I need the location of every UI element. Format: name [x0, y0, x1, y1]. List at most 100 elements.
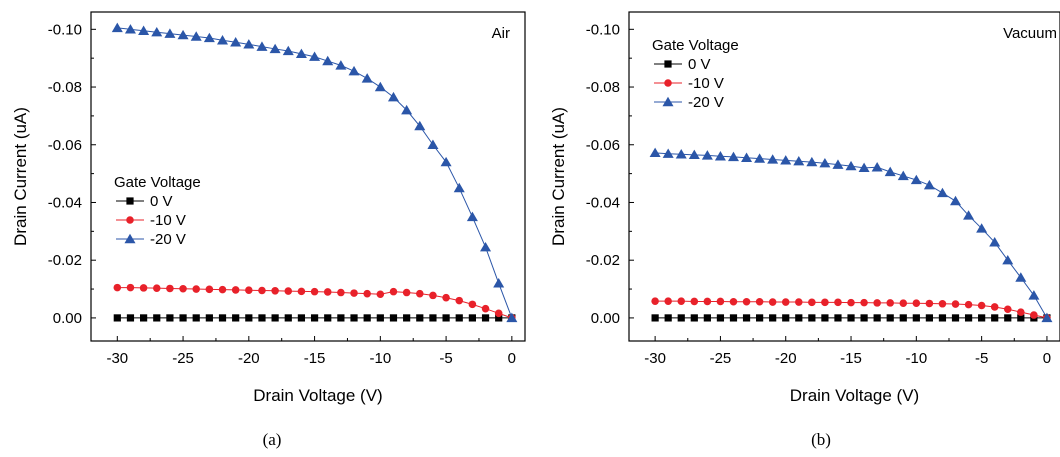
data-point — [727, 151, 739, 162]
legend-marker — [664, 60, 672, 68]
data-point — [964, 300, 973, 309]
y-tick-label: -0.06 — [48, 137, 82, 154]
data-point — [938, 314, 947, 322]
series-20v-v — [649, 147, 1053, 323]
data-point — [834, 298, 842, 307]
data-point — [205, 285, 214, 294]
x-tick-label: -15 — [304, 350, 326, 367]
data-point — [769, 314, 777, 322]
data-point — [677, 297, 686, 305]
data-point — [455, 296, 464, 305]
data-point — [806, 156, 818, 167]
x-tick-label: 0 — [508, 350, 516, 367]
x-axis-label: Drain Voltage (V) — [253, 386, 382, 405]
data-point — [936, 187, 948, 198]
data-point — [845, 160, 857, 171]
data-point — [963, 210, 975, 220]
data-point — [271, 287, 279, 295]
data-point — [363, 314, 371, 322]
data-point — [455, 314, 463, 322]
data-point — [295, 48, 307, 59]
data-point — [782, 314, 790, 322]
x-tick-label: -20 — [238, 350, 260, 367]
data-point — [256, 41, 268, 51]
data-point — [416, 314, 424, 322]
data-point — [258, 314, 266, 322]
data-point — [402, 288, 411, 297]
data-point — [1030, 311, 1038, 319]
data-point — [166, 314, 174, 322]
legend-marker — [126, 197, 134, 205]
data-point — [177, 29, 189, 40]
data-point — [245, 286, 253, 294]
data-point — [218, 285, 227, 294]
data-point — [989, 237, 1001, 247]
data-point — [977, 301, 986, 310]
data-point — [703, 314, 711, 322]
data-point — [138, 25, 150, 35]
legend-label: -20 V — [688, 94, 724, 111]
data-point — [834, 314, 842, 322]
y-tick-label: -0.10 — [48, 21, 82, 38]
data-point — [1015, 272, 1027, 282]
panel-caption: (a) — [263, 430, 282, 449]
data-point — [847, 298, 855, 307]
data-point — [113, 314, 121, 322]
y-tick-label: -0.10 — [586, 21, 620, 38]
data-point — [990, 303, 999, 311]
data-point — [768, 298, 777, 306]
data-point — [742, 297, 751, 306]
data-point — [389, 287, 398, 296]
data-point — [976, 223, 988, 233]
data-point — [795, 314, 803, 322]
data-point — [337, 314, 345, 322]
data-point — [923, 179, 935, 190]
data-point — [754, 153, 766, 163]
legend-marker — [126, 216, 134, 224]
data-point — [860, 298, 868, 307]
data-point — [113, 283, 122, 292]
data-point — [690, 297, 699, 306]
panel-caption: (b) — [811, 430, 831, 449]
data-point — [755, 297, 764, 306]
data-point — [481, 314, 490, 322]
legend-label: -10 V — [150, 212, 186, 229]
chart-panel-a: -30 -25 -20 -15 -10 -5 0 0.00 -0.02 -0.04 -0.06 -0.… — [11, 11, 526, 449]
legend-marker — [124, 233, 136, 244]
x-tick-label: -10 — [369, 350, 391, 367]
data-point — [795, 298, 803, 306]
plot-frame — [90, 11, 526, 342]
x-tick-label: -25 — [172, 350, 194, 367]
data-point — [230, 37, 242, 47]
y-tick-label: 0.00 — [53, 310, 82, 327]
data-point — [284, 314, 292, 322]
x-tick-label: 0 — [1043, 350, 1051, 367]
data-point — [494, 309, 503, 318]
data-point — [873, 314, 881, 322]
data-point — [1041, 312, 1053, 323]
legend-title: Gate Voltage — [114, 174, 201, 191]
data-point — [899, 314, 907, 322]
data-point — [466, 211, 478, 222]
x-tick-label: -5 — [439, 350, 452, 367]
data-point — [217, 35, 229, 45]
data-point — [297, 314, 306, 322]
plot-annotation: Air — [492, 25, 510, 42]
data-point — [427, 139, 439, 149]
data-point — [284, 287, 293, 295]
series-10v-v — [113, 283, 516, 322]
data-point — [309, 51, 321, 61]
data-point — [675, 149, 687, 159]
data-point — [376, 314, 384, 322]
data-point — [703, 297, 712, 306]
data-point — [282, 45, 294, 56]
data-point — [442, 293, 450, 302]
data-point — [808, 298, 816, 307]
data-point — [310, 314, 319, 322]
data-point — [821, 298, 829, 307]
data-point — [910, 174, 922, 185]
data-point — [190, 31, 202, 41]
data-point — [151, 26, 163, 37]
data-point — [978, 314, 986, 322]
y-axis-label: Drain Current (uA) — [11, 107, 30, 246]
